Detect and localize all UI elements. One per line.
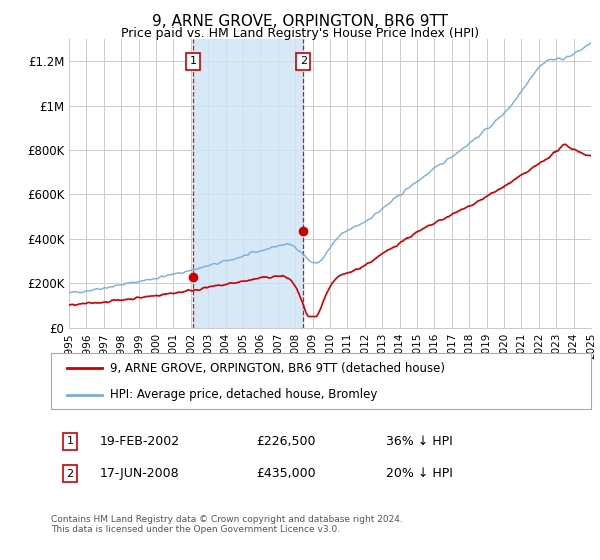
Text: £435,000: £435,000: [256, 467, 316, 480]
Text: Contains HM Land Registry data © Crown copyright and database right 2024.
This d: Contains HM Land Registry data © Crown c…: [51, 515, 403, 534]
Text: 36% ↓ HPI: 36% ↓ HPI: [386, 435, 452, 448]
Text: 1: 1: [190, 57, 197, 67]
Text: Price paid vs. HM Land Registry's House Price Index (HPI): Price paid vs. HM Land Registry's House …: [121, 27, 479, 40]
Text: 1: 1: [67, 436, 73, 446]
Text: 19-FEB-2002: 19-FEB-2002: [100, 435, 180, 448]
Text: 9, ARNE GROVE, ORPINGTON, BR6 9TT (detached house): 9, ARNE GROVE, ORPINGTON, BR6 9TT (detac…: [110, 362, 445, 375]
Bar: [193, 39, 303, 328]
Text: 9, ARNE GROVE, ORPINGTON, BR6 9TT: 9, ARNE GROVE, ORPINGTON, BR6 9TT: [152, 14, 448, 29]
Text: HPI: Average price, detached house, Bromley: HPI: Average price, detached house, Brom…: [110, 388, 378, 402]
Text: 2: 2: [299, 57, 307, 67]
Text: 20% ↓ HPI: 20% ↓ HPI: [386, 467, 452, 480]
Text: 2: 2: [67, 469, 73, 479]
Text: 17-JUN-2008: 17-JUN-2008: [100, 467, 179, 480]
Text: £226,500: £226,500: [256, 435, 316, 448]
